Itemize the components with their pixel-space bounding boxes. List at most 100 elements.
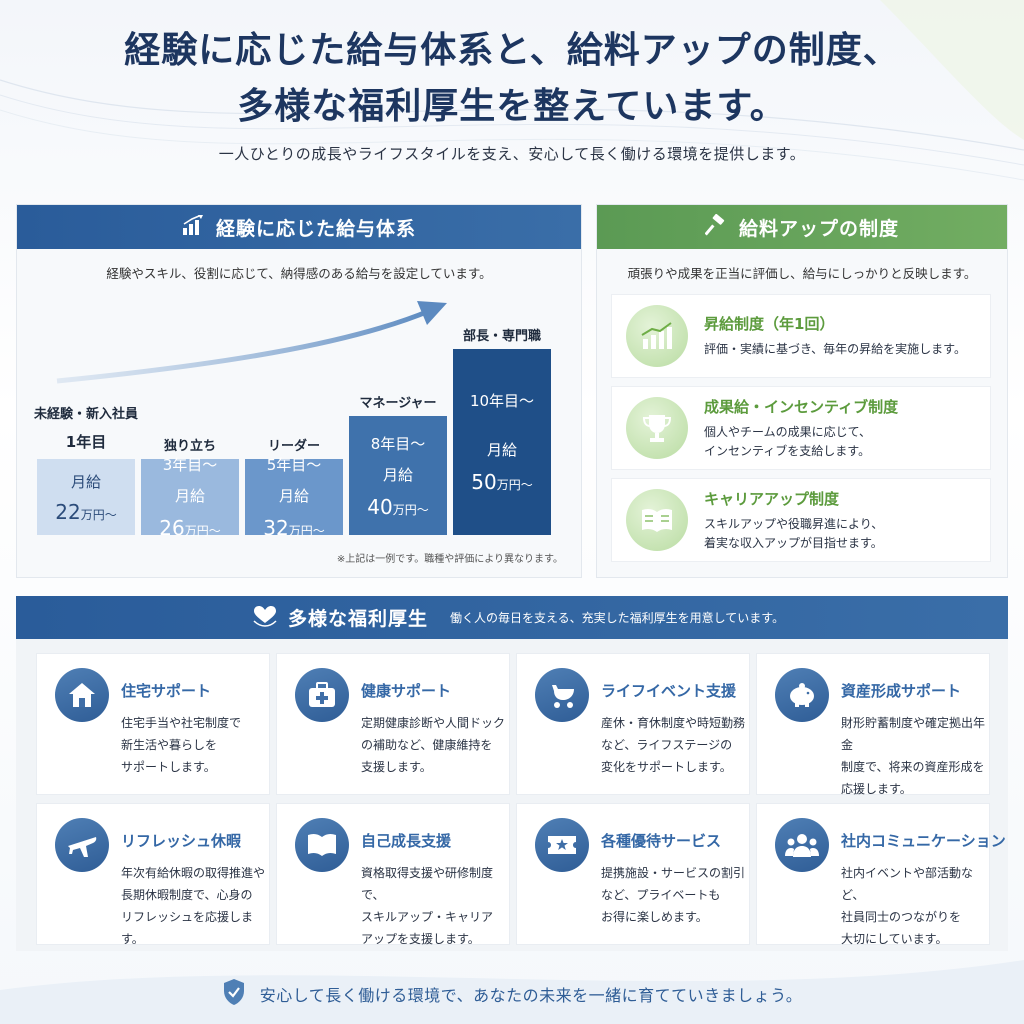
trophy-icon — [626, 397, 688, 459]
salary-panel: 経験に応じた給与体系 経験やスキル、役割に応じて、納得感のある給与を設定していま… — [16, 204, 582, 578]
raise-description: 頑張りや成果を正当に評価し、給与にしっかりと反映します。 — [627, 266, 977, 281]
salary-level-label: 月給 — [174, 487, 205, 505]
salary-growth-arrow — [56, 301, 447, 384]
salary-level-rank: 部長・専門職 — [462, 329, 541, 344]
salary-amount-unit: 万円〜 — [392, 502, 429, 517]
benefits-grid: 住宅サポート 住宅手当や社宅制度で 新生活や暮らしを サポートします。 健康サポート… — [16, 639, 1008, 951]
benefit-title: 自己成長支援 — [361, 832, 452, 850]
page-title: 経験に応じた給与体系と、給料アップの制度、 多様な福利厚生を整えています。 — [0, 22, 1024, 134]
growth-chart-icon — [626, 305, 688, 367]
benefit-card-perks: 各種優待サービス 提携施設・サービスの割引 など、プライベートも お得に楽しめます。 — [516, 803, 750, 945]
raise-item-title: キャリアアップ制度 — [704, 489, 840, 508]
salary-level-amount: 50万円〜 — [471, 470, 532, 494]
salary-amount-value: 26 — [159, 516, 185, 540]
benefits-header: 多様な福利厚生 働く人の毎日を支える、充実した福利厚生を用意しています。 — [16, 596, 1008, 639]
salary-bar: 3年目〜月給 26万円〜 — [141, 456, 239, 540]
benefit-card-health: 健康サポート 定期健康診断や人間ドック の補助など、健康維持を 支援します。 — [276, 653, 510, 795]
benefit-line: アップを支援します。 — [361, 932, 480, 946]
salary-panel-title: 経験に応じた給与体系 — [215, 217, 416, 240]
salary-level-rank: リーダー — [267, 439, 320, 454]
benefit-line: 変化をサポートします。 — [601, 760, 732, 774]
book-icon — [626, 489, 688, 551]
benefit-card-housing: 住宅サポート 住宅手当や社宅制度で 新生活や暮らしを サポートします。 — [36, 653, 270, 795]
salary-level-rank: 未経験・新入社員 — [33, 407, 138, 422]
raise-item-body-line1: 個人やチームの成果に応じて、 — [704, 424, 872, 439]
benefit-line: リフレッシュを応援します。 — [121, 910, 254, 946]
benefit-line: 応援します。 — [841, 782, 912, 796]
page-title-line1: 経験に応じた給与体系と、給料アップの制度、 — [124, 29, 900, 71]
benefit-line: 産休・育休制度や時短勤務 — [601, 716, 746, 730]
raise-panel-header: 給料アップの制度 — [597, 205, 1007, 249]
salary-level-amount: 32万円〜 — [263, 516, 324, 540]
raise-panel-title: 給料アップの制度 — [738, 217, 899, 240]
benefit-title: ライフイベント支援 — [601, 682, 737, 700]
benefit-line: 年次有給休暇の取得推進や — [121, 866, 266, 880]
salary-level-year: 3年目〜 — [162, 456, 218, 474]
salary-amount-unit: 万円〜 — [184, 524, 221, 538]
salary-panel-header: 経験に応じた給与体系 — [17, 205, 581, 249]
raise-item-body-line2: インセンティブを支給します。 — [704, 443, 871, 458]
salary-amount-unit: 万円〜 — [288, 524, 325, 538]
salary-level-amount: 22万円〜 — [55, 500, 116, 524]
benefit-line: 資格取得支援や研修制度で、 — [361, 866, 494, 902]
salary-level-rank: 独り立ち — [163, 439, 216, 454]
open-book-icon — [295, 818, 349, 872]
salary-bar: 10年目〜 月給 50万円〜 — [453, 349, 551, 535]
benefit-line: 提携施設・サービスの割引 — [601, 866, 746, 880]
salary-level-amount: 26万円〜 — [159, 516, 220, 540]
raise-panel: 給料アップの制度 頑張りや成果を正当に評価し、給与にしっかりと反映します。 昇給… — [596, 204, 1008, 578]
bar-chart-icon — [182, 214, 204, 240]
salary-amount-value: 22 — [55, 499, 81, 524]
page-subtitle: 一人ひとりの成長やライフスタイルを支え、安心して長く働ける環境を提供します。 — [218, 145, 806, 163]
raise-item-body-line2: 着実な収入アップが目指せます。 — [704, 535, 883, 550]
salary-level-amount: 40万円〜 — [367, 495, 428, 519]
benefit-line: 制度で、将来の資産形成を — [841, 760, 985, 774]
hammer-icon — [704, 213, 727, 241]
salary-level-year: 1年目 — [65, 433, 107, 451]
medical-kit-icon — [295, 668, 349, 722]
ticket-icon — [535, 818, 589, 872]
people-icon — [775, 818, 829, 872]
salary-amount-unit: 万円〜 — [496, 478, 533, 492]
benefit-card-life-event: ライフイベント支援 産休・育休制度や時短勤務 など、ライフステージの 変化をサポート… — [516, 653, 750, 795]
raise-item-promotion: 昇給制度（年1回） 評価・実績に基づき、毎年の昇給を実施します。 — [611, 294, 991, 378]
benefit-line: 新生活や暮らしを — [121, 738, 218, 752]
benefit-line: 支援します。 — [361, 760, 432, 774]
salary-bar: 月給 22万円〜 — [37, 459, 135, 535]
salary-level-label: 月給 — [70, 472, 101, 491]
benefit-line: スキルアップ・キャリア — [361, 910, 494, 924]
raise-item-title: 昇給制度（年1回） — [704, 315, 835, 333]
benefit-card-communication: 社内コミュニケーション 社内イベントや部活動など、 社員同士のつながりを 大切にして… — [756, 803, 1006, 946]
benefits-subtitle: 働く人の毎日を支える、充実した福利厚生を用意しています。 — [450, 611, 785, 625]
salary-description: 経験やスキル、役割に応じて、納得感のある給与を設定しています。 — [106, 266, 492, 281]
stroller-icon — [535, 668, 589, 722]
raise-item-title: 成果給・インセンティブ制度 — [704, 397, 899, 416]
raise-item-body: 評価・実績に基づき、毎年の昇給を実施します。 — [704, 342, 966, 356]
benefits-title: 多様な福利厚生 — [288, 608, 429, 630]
footer-text: 安心して長く働ける環境で、あなたの未来を一緒に育てていきましょう。 — [259, 986, 803, 1005]
salary-amount-value: 40 — [367, 494, 393, 519]
benefit-line: サポートします。 — [121, 760, 216, 774]
salary-level-rank: マネージャー — [359, 396, 437, 411]
benefit-line: 社員同士のつながりを — [841, 910, 962, 924]
salary-bar: 8年目〜 月給 40万円〜 — [349, 416, 447, 535]
piggy-bank-icon — [775, 668, 829, 722]
benefit-line: の補助など、健康維持を — [361, 738, 493, 752]
benefit-line: など、ライフステージの — [601, 738, 733, 752]
salary-amount-unit: 万円〜 — [80, 507, 117, 522]
benefit-line: お得に楽しめます。 — [601, 910, 708, 924]
salary-bar: 5年目〜 月給 32万円〜 — [245, 456, 343, 540]
shield-icon — [222, 978, 246, 1010]
salary-amount-value: 32 — [263, 516, 289, 540]
benefit-line: 財形貯蓄制度や確定拠出年金 — [841, 716, 986, 752]
benefit-line: 住宅手当や社宅制度で — [121, 716, 242, 730]
house-icon — [55, 668, 109, 722]
benefit-line: など、プライベートも — [601, 888, 721, 902]
benefit-line: 定期健康診断や人間ドック — [361, 716, 506, 730]
raise-item-career: キャリアアップ制度 スキルアップや役職昇進により、 着実な収入アップが目指せます… — [611, 478, 991, 562]
raise-item-body-line1: スキルアップや役職昇進により、 — [704, 516, 884, 531]
footer-message: 安心して長く働ける環境で、あなたの未来を一緒に育てていきましょう。 — [0, 978, 1024, 1010]
benefit-title: 社内コミュニケーション — [841, 832, 1006, 850]
raise-item-incentive: 成果給・インセンティブ制度 個人やチームの成果に応じて、 インセンティブを支給し… — [611, 386, 991, 470]
salary-level-year: 5年目〜 — [266, 456, 322, 474]
